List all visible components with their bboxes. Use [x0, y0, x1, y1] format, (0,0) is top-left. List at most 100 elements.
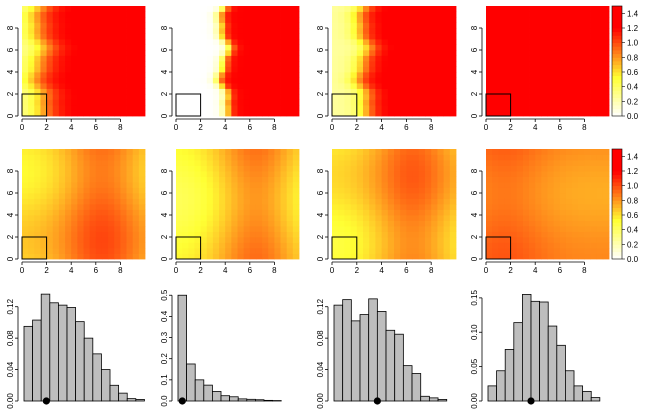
heatmap-cell — [120, 50, 127, 56]
heatmap-cell — [77, 160, 84, 166]
heatmap-cell — [108, 22, 115, 29]
heatmap-cell — [95, 55, 103, 62]
heatmap-cell — [206, 28, 214, 34]
heatmap-cell — [516, 61, 524, 67]
heatmap-cell — [40, 248, 47, 254]
heatmap-cell — [83, 88, 91, 95]
heatmap-cell — [356, 160, 364, 166]
heatmap-cell — [486, 11, 493, 18]
heatmap-cell — [535, 83, 542, 89]
heatmap-cell — [292, 72, 300, 78]
heatmap-cell — [176, 209, 183, 216]
heatmap-cell — [255, 220, 263, 227]
heatmap-cell — [443, 160, 451, 166]
heatmap-cell — [565, 215, 573, 221]
heatmap-cell — [498, 94, 505, 100]
heatmap-cell — [28, 11, 35, 18]
heatmap-cell — [77, 88, 84, 95]
heatmap-cell — [369, 33, 376, 40]
heatmap-cell — [369, 61, 376, 67]
heatmap-cell — [71, 72, 78, 78]
heatmap-cell — [516, 22, 524, 29]
heatmap-cell — [541, 149, 548, 155]
heatmap-cell — [356, 44, 364, 51]
heatmap-cell — [443, 248, 451, 254]
heatmap-cell — [89, 187, 97, 194]
heatmap-cell — [363, 182, 370, 188]
heatmap-cell — [338, 11, 345, 18]
heatmap-cell — [590, 110, 598, 117]
heatmap-cell — [412, 17, 420, 23]
heatmap-cell — [516, 220, 524, 227]
heatmap-cell — [449, 171, 457, 177]
heatmap-cell — [77, 55, 84, 62]
heatmap-cell — [522, 209, 530, 216]
heatmap-cell — [194, 253, 201, 260]
heatmap-cell — [83, 220, 91, 227]
heatmap-cell — [431, 253, 438, 260]
heatmap-cell — [425, 160, 432, 166]
heatmap-cell — [387, 88, 395, 95]
heatmap-cell — [535, 242, 542, 249]
heatmap-cell — [200, 99, 208, 106]
colorbar-swatch — [612, 248, 622, 253]
heatmap-cell — [602, 242, 610, 249]
heatmap-cell — [71, 209, 78, 216]
heatmap-cell — [255, 61, 263, 67]
heatmap-cell — [194, 187, 201, 194]
heatmap-cell — [212, 28, 220, 34]
heatmap-cell — [212, 55, 220, 62]
heatmap-cell — [280, 50, 288, 56]
heatmap-cell — [572, 39, 579, 45]
heatmap-cell — [89, 22, 97, 29]
heatmap-cell — [522, 165, 530, 172]
heatmap-cell — [559, 11, 567, 18]
heatmap-cell — [182, 165, 189, 172]
heatmap-cell — [200, 110, 208, 117]
heatmap-cell — [268, 50, 275, 56]
heatmap-cell — [406, 105, 413, 111]
heatmap-cell — [437, 253, 444, 260]
heatmap-cell — [225, 83, 232, 89]
heatmap-cell — [108, 237, 115, 243]
heatmap-cell — [406, 28, 413, 34]
heatmap-cell — [406, 33, 413, 40]
heatmap-cell — [356, 165, 364, 172]
heatmap-cell — [219, 33, 226, 40]
heatmap-cell — [547, 44, 555, 51]
heatmap-cell — [212, 242, 220, 249]
heatmap-cell — [584, 83, 591, 89]
heatmap-cell — [596, 160, 604, 166]
heatmap-cell — [547, 154, 555, 161]
heatmap-cell — [596, 204, 604, 210]
heatmap-cell — [52, 17, 60, 23]
heatmap-cell — [412, 94, 420, 100]
heatmap-cell — [40, 83, 47, 89]
heatmap-cell — [356, 176, 364, 183]
heatmap-cell — [206, 171, 214, 177]
heatmap-cell — [590, 215, 598, 221]
heatmap-cell — [182, 209, 189, 216]
highlight-box — [21, 93, 48, 117]
heatmap-cell — [516, 253, 524, 260]
heatmap-cell — [516, 39, 524, 45]
heatmap-cell — [596, 39, 604, 45]
heatmap-cell — [356, 99, 364, 106]
heatmap-cell — [77, 33, 84, 40]
heatmap-cell — [212, 22, 220, 29]
heatmap-cell — [498, 44, 505, 51]
heatmap-cell — [510, 226, 518, 232]
heatmap-cell — [425, 182, 432, 188]
heatmap-cell — [194, 39, 201, 45]
heatmap-cell — [486, 231, 493, 238]
heatmap-cell — [602, 66, 610, 73]
heatmap-cell — [443, 215, 451, 221]
colorbar-swatch — [612, 24, 622, 29]
heatmap-cell — [412, 198, 420, 205]
heatmap-cell — [547, 226, 555, 232]
heatmap-cell — [40, 50, 47, 56]
heatmap-cell — [400, 149, 407, 155]
heatmap-cell — [547, 253, 555, 260]
heatmap-cell — [243, 154, 251, 161]
